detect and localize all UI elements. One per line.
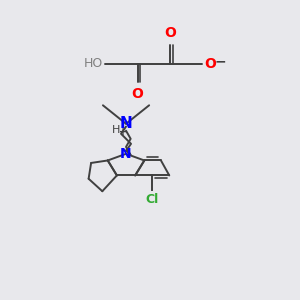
Text: N: N [120,147,132,161]
Text: HO: HO [84,57,103,70]
Text: H: H [111,124,120,135]
Text: −: − [215,54,226,68]
Text: +: + [118,127,127,137]
Text: O: O [205,57,216,71]
Text: Cl: Cl [145,193,158,206]
Text: O: O [164,26,176,40]
Text: N: N [120,116,132,131]
Text: O: O [132,87,143,101]
